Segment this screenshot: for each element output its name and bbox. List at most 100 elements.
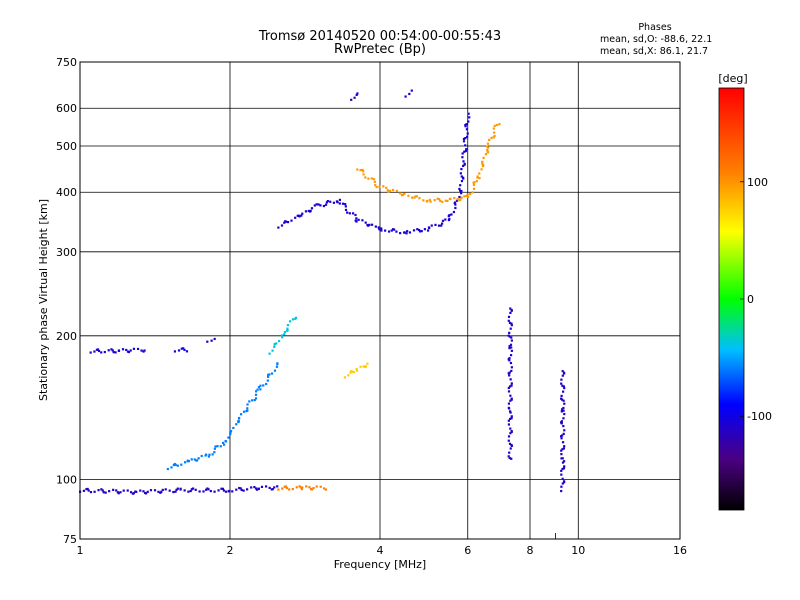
data-point xyxy=(290,219,293,222)
data-point xyxy=(441,219,445,222)
data-point xyxy=(299,486,302,489)
data-point xyxy=(486,142,490,145)
data-point xyxy=(509,417,512,421)
data-point xyxy=(325,201,328,204)
data-point xyxy=(488,138,491,142)
data-point xyxy=(467,120,470,123)
chart-subtitle: RwPretec (Bp) xyxy=(334,42,426,57)
data-point xyxy=(213,337,216,341)
y-tick-label: 200 xyxy=(56,330,77,343)
data-point xyxy=(338,198,341,202)
phases-x-stats: mean, sd,X: 86.1, 21.7 xyxy=(600,46,708,57)
data-point xyxy=(433,199,436,202)
data-point xyxy=(466,132,469,135)
data-point xyxy=(453,201,457,204)
data-point xyxy=(480,168,483,171)
colorbar-tick-label: 100 xyxy=(747,176,768,189)
data-point xyxy=(305,485,308,488)
data-point xyxy=(101,489,104,492)
data-point xyxy=(242,410,246,413)
data-point xyxy=(257,386,261,389)
data-point xyxy=(464,137,467,140)
data-point xyxy=(273,369,277,372)
data-point xyxy=(370,223,374,226)
data-point xyxy=(183,461,187,464)
data-point xyxy=(364,365,367,368)
data-point xyxy=(458,195,461,199)
data-point xyxy=(312,487,315,490)
data-point xyxy=(277,226,280,229)
data-point xyxy=(191,487,195,490)
data-point xyxy=(408,231,412,234)
data-point xyxy=(507,315,511,318)
data-point xyxy=(205,488,208,491)
data-point xyxy=(281,487,284,490)
data-point xyxy=(509,361,513,365)
data-point xyxy=(294,216,297,219)
data-point xyxy=(507,435,511,438)
data-point xyxy=(509,394,512,397)
data-point xyxy=(560,469,563,472)
data-point xyxy=(561,370,564,373)
data-point xyxy=(434,223,437,227)
data-point xyxy=(308,486,311,489)
data-point xyxy=(338,202,341,205)
data-point xyxy=(475,180,478,183)
data-point xyxy=(508,442,512,445)
data-point xyxy=(205,453,208,456)
data-point xyxy=(467,112,470,115)
data-point xyxy=(213,451,216,454)
data-point xyxy=(144,492,148,495)
data-point xyxy=(176,464,179,467)
data-point xyxy=(107,349,110,352)
data-point xyxy=(351,212,355,215)
y-tick-label: 750 xyxy=(56,56,77,69)
data-point xyxy=(254,390,258,393)
data-point xyxy=(562,432,565,435)
data-point xyxy=(132,492,135,495)
data-point xyxy=(238,486,241,490)
data-point xyxy=(219,445,222,448)
data-point xyxy=(246,403,249,406)
data-point xyxy=(248,400,251,403)
data-point xyxy=(315,203,318,206)
data-point xyxy=(563,445,566,448)
data-point xyxy=(202,490,205,493)
data-point xyxy=(220,487,223,490)
data-point xyxy=(224,440,227,443)
data-point xyxy=(161,488,164,492)
data-point xyxy=(562,467,566,470)
data-point xyxy=(253,485,256,489)
data-point xyxy=(295,486,298,489)
data-point xyxy=(301,486,304,489)
data-point xyxy=(102,491,105,494)
data-point xyxy=(507,386,510,390)
data-point xyxy=(344,208,348,212)
data-point xyxy=(454,206,457,210)
data-point xyxy=(197,457,200,460)
data-point xyxy=(448,217,451,221)
data-point xyxy=(417,228,421,232)
data-point xyxy=(229,431,232,434)
data-point xyxy=(266,375,270,378)
data-point xyxy=(403,192,406,195)
data-point xyxy=(458,189,462,192)
data-point xyxy=(251,399,254,402)
data-point xyxy=(114,351,117,354)
data-point xyxy=(344,205,347,208)
data-point xyxy=(254,397,258,400)
data-point xyxy=(341,202,345,205)
data-point xyxy=(384,229,387,232)
data-point xyxy=(438,198,441,201)
data-point xyxy=(562,460,566,463)
data-point xyxy=(460,179,464,183)
data-point xyxy=(346,211,349,214)
data-point xyxy=(194,488,197,491)
data-point xyxy=(562,424,565,428)
data-point xyxy=(364,176,367,179)
data-point xyxy=(481,160,484,163)
data-point xyxy=(283,333,286,336)
data-point xyxy=(395,230,398,233)
data-point xyxy=(210,339,213,342)
data-point xyxy=(157,490,160,493)
